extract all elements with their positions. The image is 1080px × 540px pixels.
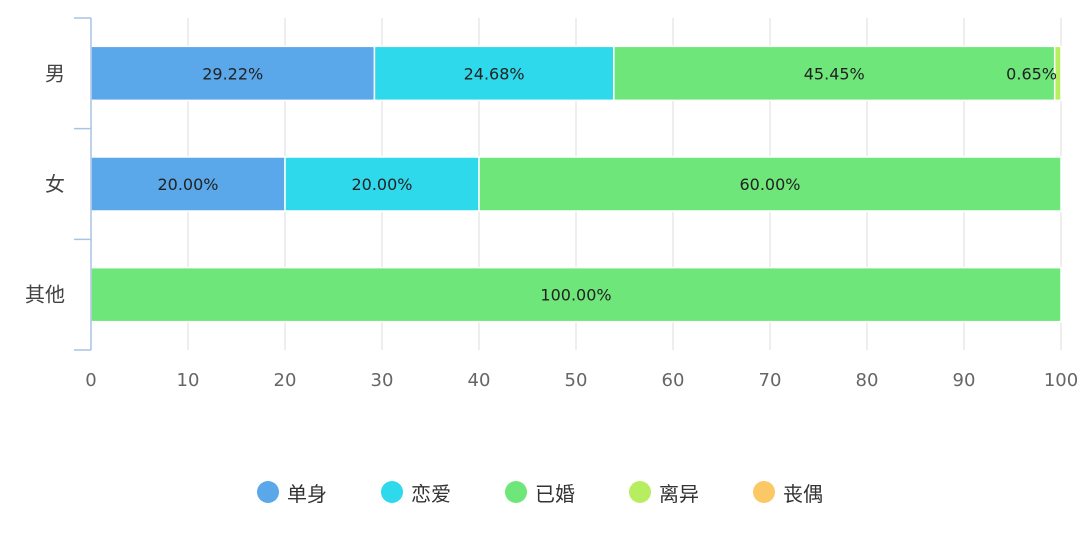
bar-segment[interactable] [90, 45, 376, 102]
legend-label: 单身 [287, 481, 327, 506]
legend-item[interactable]: 丧偶 [753, 478, 823, 507]
data-label: 0.65% [1006, 64, 1057, 83]
legend-item[interactable]: 离异 [629, 478, 699, 507]
x-tick-label: 100 [1044, 370, 1078, 391]
data-label: 29.22% [202, 64, 263, 83]
bar-segment[interactable] [373, 45, 615, 102]
x-tick-label: 30 [371, 370, 394, 391]
x-tick-label: 80 [856, 370, 879, 391]
y-category-label: 其他 [25, 283, 65, 307]
legend-label: 已婚 [535, 481, 575, 506]
data-label: 60.00% [739, 175, 800, 194]
x-tick-label: 40 [468, 370, 491, 391]
legend-label: 恋爱 [411, 481, 451, 506]
legend-swatch-icon [381, 481, 403, 503]
x-tick-label: 90 [953, 370, 976, 391]
legend-swatch-icon [629, 481, 651, 503]
x-tick-label: 60 [662, 370, 685, 391]
legend-label: 丧偶 [783, 481, 823, 506]
data-label: 100.00% [540, 286, 611, 305]
x-tick-label: 20 [274, 370, 297, 391]
legend-item[interactable]: 已婚 [505, 478, 575, 507]
y-category-label: 女 [45, 172, 65, 196]
x-tick-label: 10 [177, 370, 200, 391]
legend-item[interactable]: 单身 [257, 478, 327, 507]
data-label: 20.00% [157, 175, 218, 194]
legend-item[interactable]: 恋爱 [381, 478, 451, 507]
legend-label: 离异 [659, 481, 699, 506]
legend-swatch-icon [257, 481, 279, 503]
legend: 单身 恋爱 已婚 离异 丧偶 [0, 474, 1080, 510]
x-tick-label: 0 [85, 370, 96, 391]
data-label: 20.00% [351, 175, 412, 194]
bar-segment[interactable] [1053, 45, 1062, 102]
x-tick-label: 70 [759, 370, 782, 391]
bar-segment[interactable] [90, 266, 1062, 323]
bar-segment[interactable] [478, 156, 1062, 212]
y-category-label: 男 [45, 61, 65, 85]
bars [90, 45, 1062, 323]
legend-swatch-icon [505, 481, 527, 503]
data-label: 24.68% [464, 64, 525, 83]
data-labels: 29.22% 24.68% 45.45% 0.65% 20.00% 20.00% 60.00… [157, 64, 1057, 304]
data-label: 45.45% [804, 64, 865, 83]
legend-swatch-icon [753, 481, 775, 503]
x-tick-label: 50 [565, 370, 588, 391]
